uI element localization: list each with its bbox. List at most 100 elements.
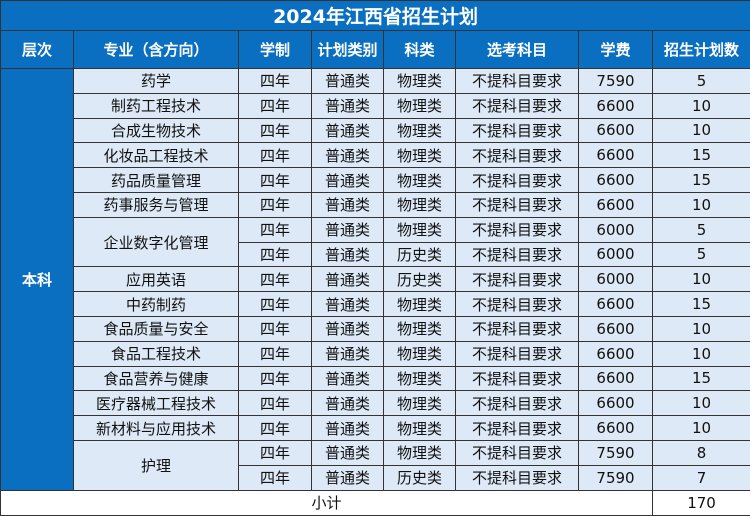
subjects-cell: 不提科目要求 [456,192,579,217]
major-cell: 药品质量管理 [74,168,239,193]
quota-cell: 15 [653,143,750,168]
column-header: 选考科目 [456,31,579,69]
fee-cell: 7590 [579,69,653,94]
subjects-cell: 不提科目要求 [456,465,579,490]
years-cell: 四年 [239,93,312,118]
track-cell: 物理类 [384,416,456,441]
quota-cell: 5 [653,242,750,267]
fee-cell: 6600 [579,292,653,317]
track-cell: 历史类 [384,267,456,292]
fee-cell: 6600 [579,118,653,143]
type-cell: 普通类 [312,267,384,292]
type-cell: 普通类 [312,465,384,490]
fee-cell: 6600 [579,341,653,366]
level-cell: 本科 [1,69,74,491]
quota-cell: 10 [653,341,750,366]
track-cell: 物理类 [384,341,456,366]
years-cell: 四年 [239,316,312,341]
major-cell: 医疗器械工程技术 [74,391,239,416]
quota-cell: 10 [653,118,750,143]
track-cell: 物理类 [384,143,456,168]
quota-cell: 5 [653,217,750,242]
fee-cell: 6000 [579,217,653,242]
major-cell: 药事服务与管理 [74,192,239,217]
subjects-cell: 不提科目要求 [456,366,579,391]
years-cell: 四年 [239,391,312,416]
type-cell: 普通类 [312,192,384,217]
fee-cell: 6600 [579,391,653,416]
column-header: 计划类别 [312,31,384,69]
quota-cell: 10 [653,416,750,441]
major-cell: 食品营养与健康 [74,366,239,391]
subjects-cell: 不提科目要求 [456,118,579,143]
track-cell: 物理类 [384,69,456,94]
subjects-cell: 不提科目要求 [456,143,579,168]
fee-cell: 6600 [579,168,653,193]
subjects-cell: 不提科目要求 [456,416,579,441]
quota-cell: 10 [653,93,750,118]
type-cell: 普通类 [312,316,384,341]
type-cell: 普通类 [312,93,384,118]
column-header: 招生计划数 [653,31,750,69]
fee-cell: 6600 [579,316,653,341]
type-cell: 普通类 [312,118,384,143]
type-cell: 普通类 [312,366,384,391]
years-cell: 四年 [239,69,312,94]
major-cell: 合成生物技术 [74,118,239,143]
quota-cell: 7 [653,465,750,490]
subjects-cell: 不提科目要求 [456,292,579,317]
major-cell: 护理 [74,440,239,490]
fee-cell: 6000 [579,267,653,292]
type-cell: 普通类 [312,143,384,168]
years-cell: 四年 [239,217,312,242]
track-cell: 物理类 [384,217,456,242]
table-title: 2024年江西省招生计划 [1,1,750,31]
quota-cell: 10 [653,391,750,416]
column-header: 学费 [579,31,653,69]
major-cell: 企业数字化管理 [74,217,239,267]
years-cell: 四年 [239,440,312,465]
track-cell: 物理类 [384,192,456,217]
years-cell: 四年 [239,465,312,490]
subtotal-label: 小计 [1,490,653,515]
major-cell: 应用英语 [74,267,239,292]
type-cell: 普通类 [312,440,384,465]
type-cell: 普通类 [312,341,384,366]
subjects-cell: 不提科目要求 [456,168,579,193]
fee-cell: 6000 [579,242,653,267]
track-cell: 物理类 [384,93,456,118]
fee-cell: 6600 [579,143,653,168]
quota-cell: 5 [653,69,750,94]
type-cell: 普通类 [312,391,384,416]
years-cell: 四年 [239,242,312,267]
years-cell: 四年 [239,168,312,193]
track-cell: 物理类 [384,366,456,391]
major-cell: 制药工程技术 [74,93,239,118]
major-cell: 新材料与应用技术 [74,416,239,441]
column-header: 层次 [1,31,74,69]
major-cell: 食品质量与安全 [74,316,239,341]
track-cell: 物理类 [384,391,456,416]
subjects-cell: 不提科目要求 [456,440,579,465]
type-cell: 普通类 [312,69,384,94]
subjects-cell: 不提科目要求 [456,242,579,267]
years-cell: 四年 [239,341,312,366]
type-cell: 普通类 [312,416,384,441]
years-cell: 四年 [239,118,312,143]
subjects-cell: 不提科目要求 [456,69,579,94]
track-cell: 物理类 [384,168,456,193]
years-cell: 四年 [239,192,312,217]
type-cell: 普通类 [312,242,384,267]
major-cell: 食品工程技术 [74,341,239,366]
